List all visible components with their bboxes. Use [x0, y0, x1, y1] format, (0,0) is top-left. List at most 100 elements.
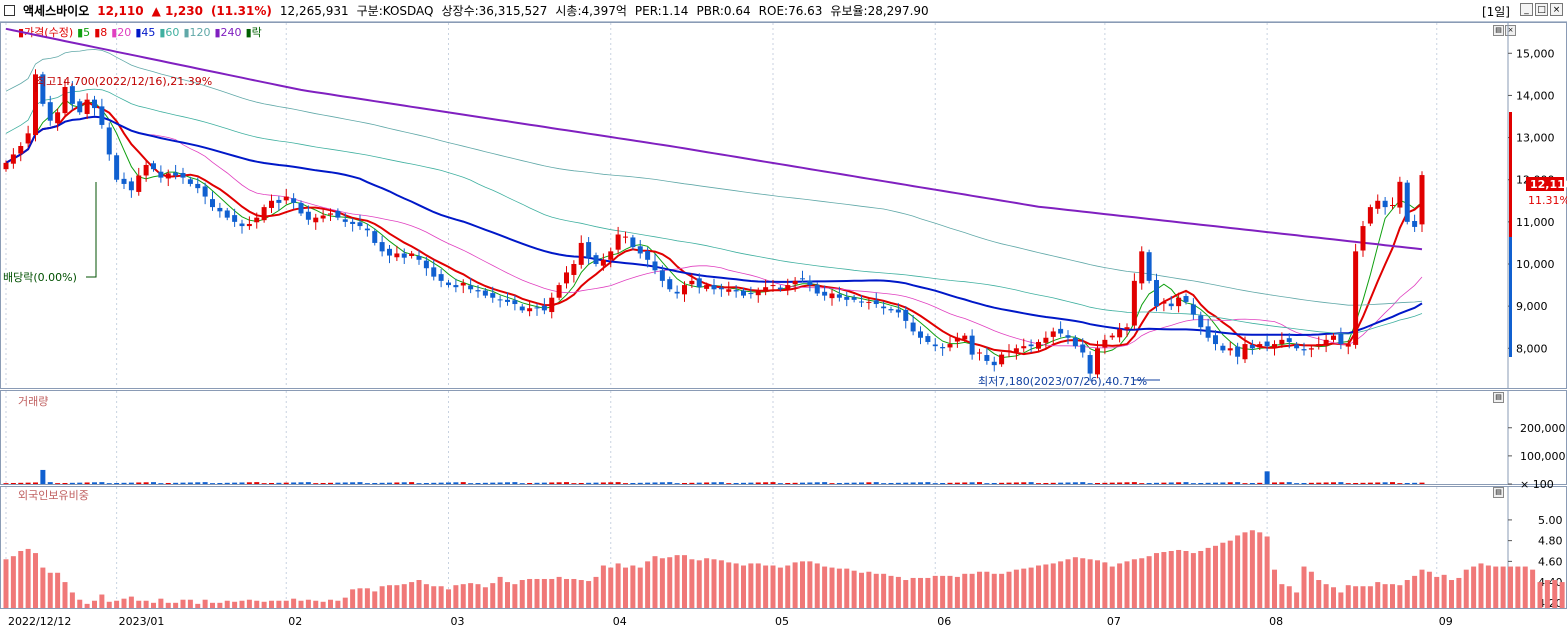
vol-ytick-label-2: 200,000 [1520, 422, 1566, 435]
volume-bar-78 [578, 482, 584, 484]
foreign-bar-137 [1013, 569, 1019, 608]
candle-body-80 [593, 255, 599, 264]
foreign-bar-184 [1360, 586, 1366, 608]
stock-chart[interactable]: 8,0009,00010,00011,00012,00013,00014,000… [0, 22, 1567, 630]
timeframe-selector[interactable]: [1일] [1481, 5, 1510, 19]
volume-bar-132 [977, 482, 982, 484]
foreign-bar-21 [158, 598, 164, 608]
legend-item-7: ▮240 [214, 26, 242, 39]
foreign-bar-188 [1390, 584, 1395, 608]
legend-item-6: ▮120 [183, 26, 211, 39]
close-button[interactable]: × [1550, 3, 1563, 16]
foreign-bar-205 [1515, 566, 1521, 608]
volume-bar-50 [372, 482, 378, 484]
volume-bar-29 [217, 482, 223, 484]
candle-body-116 [859, 301, 864, 303]
volume-bar-90 [667, 482, 673, 484]
candle-body-173 [1279, 339, 1285, 345]
volume-bar-114 [844, 482, 850, 484]
volume-bar-186 [1375, 482, 1381, 484]
foreign-bar-157 [1161, 552, 1167, 608]
annotation-high: 최고14,700(2022/12/16),21.39% [36, 75, 212, 88]
candle-body-27 [202, 186, 208, 197]
market-cap: 시총:4,397억 [555, 4, 627, 18]
foreign-bar-86 [637, 567, 643, 608]
volume-panel-menu-icon[interactable]: ▤ [1493, 392, 1504, 403]
volume-bar-96 [711, 482, 717, 484]
candle-body-31 [232, 215, 238, 222]
foreign-bar-8 [62, 582, 68, 608]
candle-body-16 [121, 178, 127, 184]
candle-body-1 [10, 154, 16, 164]
candle-body-28 [210, 199, 215, 208]
volume-bar-70 [519, 483, 525, 484]
price-ytick-label-0: 8,000 [1516, 342, 1548, 355]
legend-item-0: ▮가격(수정) [18, 26, 74, 39]
foreign-bar-147 [1087, 559, 1093, 608]
volume-bar-101 [748, 482, 754, 484]
volume-bar-162 [1198, 482, 1204, 484]
foreign-bar-158 [1168, 551, 1174, 608]
volume-bar-181 [1338, 482, 1344, 484]
candle-body-96 [711, 285, 717, 290]
foreign-bar-116 [859, 572, 864, 608]
foreign-bar-100 [741, 565, 746, 608]
x-tick-label-9: 09 [1439, 615, 1453, 628]
candle-body-45 [335, 210, 341, 218]
candle-body-32 [239, 223, 245, 227]
volume-bar-89 [659, 482, 665, 484]
volume-bar-52 [387, 482, 392, 484]
foreign-bar-139 [1028, 567, 1034, 608]
candle-body-108 [800, 278, 805, 280]
volume-bar-44 [328, 482, 333, 484]
foreign-bar-80 [593, 576, 599, 608]
candle-body-183 [1353, 251, 1359, 345]
checkbox-icon[interactable] [4, 5, 15, 16]
foreign-bar-198 [1463, 569, 1469, 608]
foreign-bar-79 [586, 581, 592, 608]
volume-bar-176 [1301, 482, 1307, 484]
volume-bar-16 [121, 482, 127, 484]
foreign-panel-menu-icon[interactable]: ▤ [1493, 487, 1504, 498]
volume-bar-178 [1316, 482, 1322, 484]
volume-bar-189 [1397, 483, 1403, 484]
foreign-bar-154 [1139, 558, 1145, 608]
volume-bar-42 [313, 483, 319, 484]
volume-bar-145 [1072, 482, 1078, 484]
foreign-bar-196 [1449, 580, 1454, 608]
foreign-bar-46 [342, 597, 348, 608]
price-panel-close-icon[interactable]: × [1505, 25, 1516, 36]
candle-body-71 [527, 308, 533, 312]
foreign-bar-106 [785, 565, 791, 608]
volume-bar-15 [114, 482, 120, 484]
foreign-bar-156 [1154, 553, 1159, 608]
volume-bar-27 [202, 482, 208, 484]
foreign-bar-115 [851, 570, 857, 608]
foreign-bar-69 [512, 584, 518, 608]
x-tick-label-8: 08 [1269, 615, 1283, 628]
minimize-button[interactable]: _ [1520, 3, 1533, 16]
price-panel-menu-icon[interactable]: ▤ [1493, 25, 1504, 36]
candle-body-50 [372, 231, 378, 243]
foreign-bar-103 [763, 565, 769, 608]
maximize-button[interactable]: □ [1535, 3, 1548, 16]
foreign-bar-138 [1021, 568, 1027, 608]
x-tick-label-4: 04 [613, 615, 627, 628]
foreign-bar-134 [991, 573, 997, 608]
candle-body-184 [1360, 226, 1366, 251]
foreign-bar-43 [320, 601, 326, 608]
x-tick-label-0: 2022/12/12 [8, 615, 71, 628]
ma-line-240 [5, 27, 1423, 251]
volume-bar-6 [47, 482, 53, 484]
volume-bar-137 [1013, 482, 1019, 484]
volume-bar-134 [991, 482, 997, 484]
volume-bar-124 [918, 482, 923, 484]
legend-item-4: ▮45 [135, 26, 156, 39]
candle-body-153 [1131, 280, 1137, 326]
volume-bar-184 [1360, 482, 1366, 484]
volume-bar-46 [342, 482, 348, 484]
candle-body-113 [836, 294, 842, 298]
candle-body-15 [114, 155, 120, 180]
volume-bar-85 [630, 482, 636, 484]
candle-body-125 [925, 336, 931, 342]
